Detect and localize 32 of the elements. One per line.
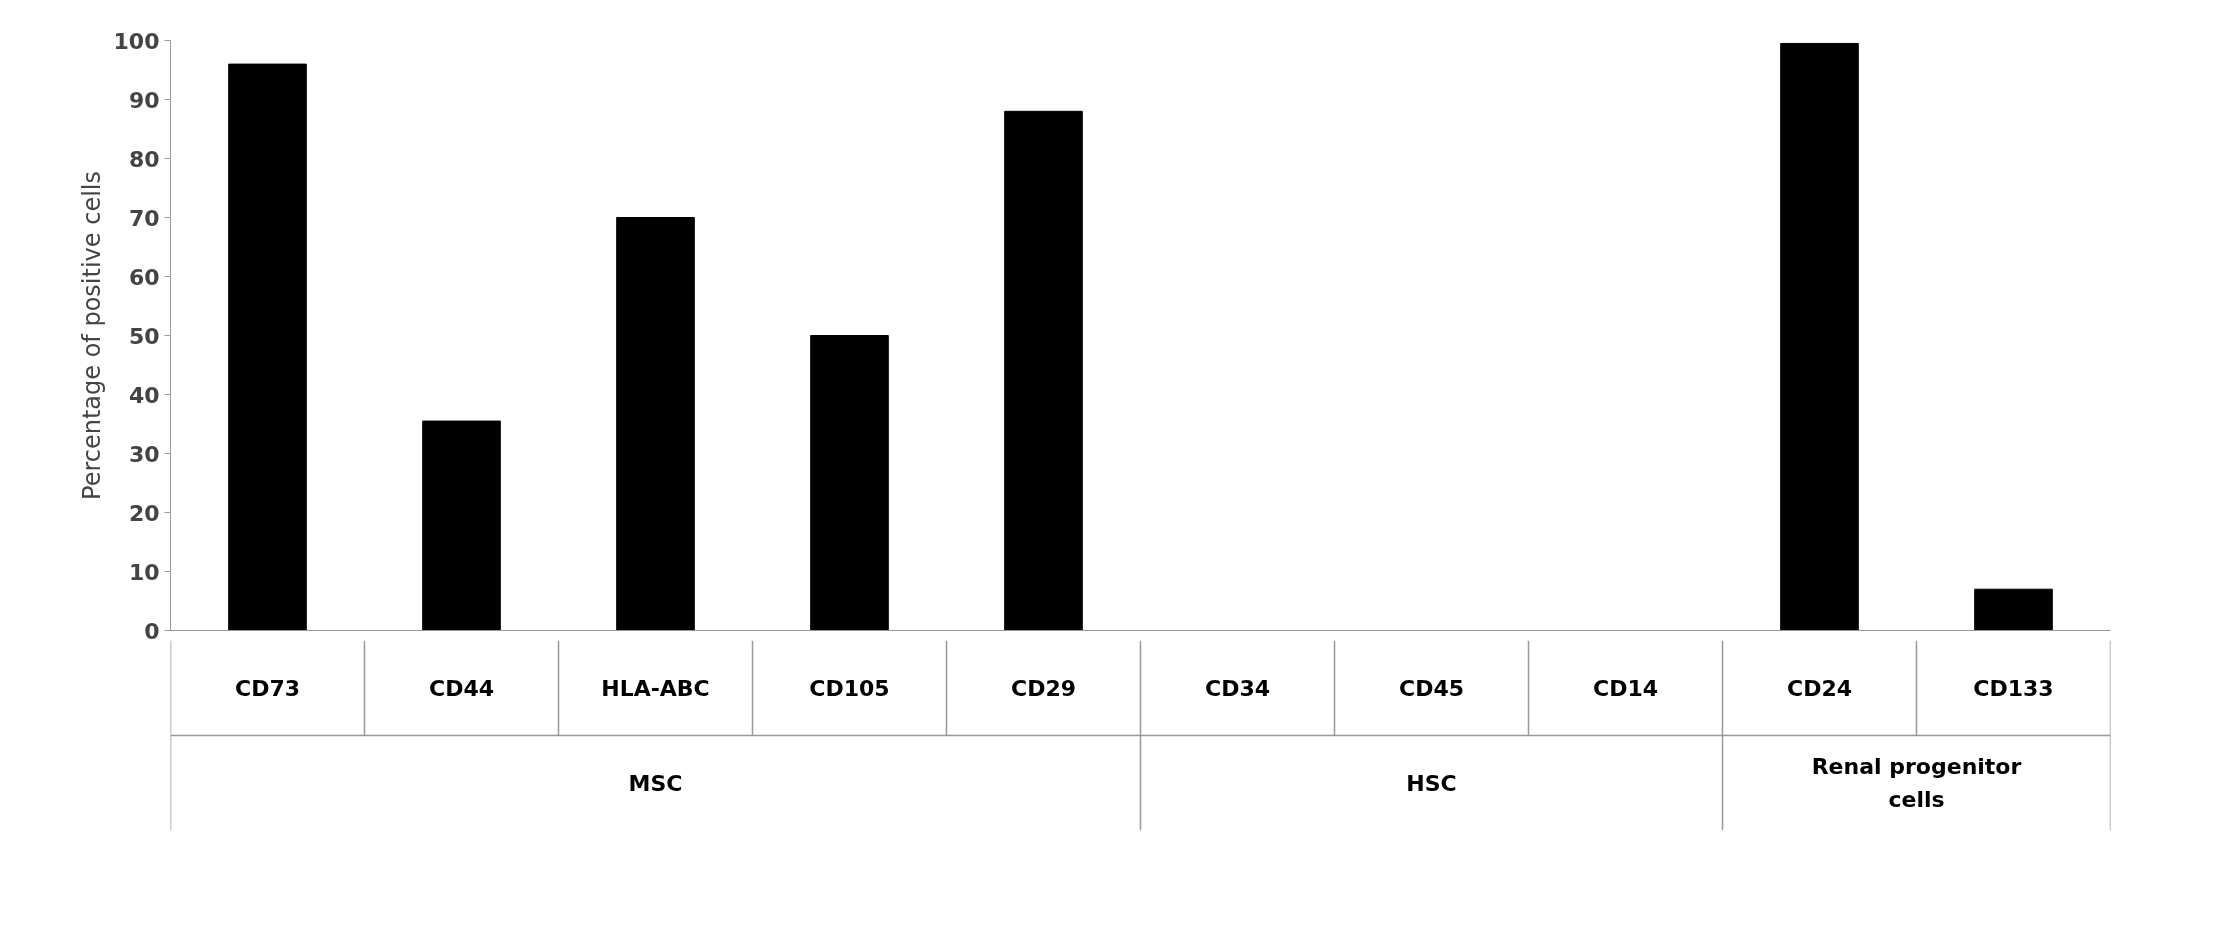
- y-tick-label: 70: [128, 205, 160, 231]
- x-tick-label: CD105: [809, 675, 890, 701]
- y-tick-label: 10: [128, 559, 160, 585]
- x-tick-label: CD44: [428, 675, 495, 701]
- bar: [1974, 588, 2053, 631]
- bar: [422, 420, 501, 631]
- y-tick-label: 30: [128, 441, 160, 467]
- x-tick-label: CD133: [1973, 675, 2054, 701]
- y-tick-label: 80: [128, 146, 160, 172]
- y-tick-label: 50: [128, 323, 160, 349]
- text: MSC: [628, 770, 683, 796]
- x-tick-label: CD14: [1592, 675, 1659, 701]
- bar: [228, 63, 307, 631]
- y-tick-label: 100: [113, 28, 160, 54]
- text: Renal progenitor cells: [1811, 754, 2022, 812]
- y-tick-label: 90: [128, 87, 160, 113]
- bar: [810, 335, 889, 631]
- x-tick-label: CD24: [1786, 675, 1853, 701]
- x-tick-label: HLA-ABC: [601, 675, 710, 701]
- y-tick-label: 60: [128, 264, 160, 290]
- y-tick-label: 40: [128, 382, 160, 408]
- bar: [1004, 110, 1083, 631]
- x-tick-label: CD29: [1010, 675, 1077, 701]
- y-axis-title: Percentage of positive cells: [77, 171, 106, 500]
- y-tick-label: 0: [144, 618, 160, 644]
- bar: [616, 217, 695, 631]
- bar: [1780, 42, 1859, 631]
- x-tick-label: CD45: [1398, 675, 1465, 701]
- text: HSC: [1406, 770, 1457, 796]
- y-tick-label: 20: [128, 500, 160, 526]
- x-tick-label: CD34: [1204, 675, 1271, 701]
- x-tick-label: CD73: [234, 675, 301, 701]
